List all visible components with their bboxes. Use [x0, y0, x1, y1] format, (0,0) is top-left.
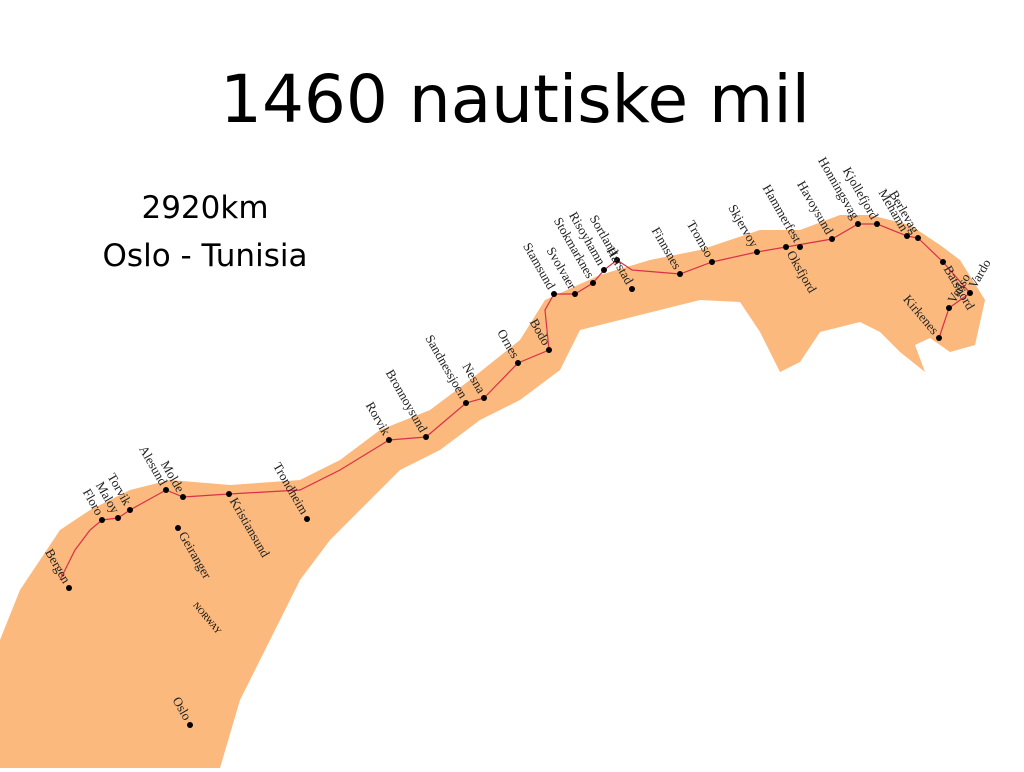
port-dot: [601, 267, 607, 273]
port-dot: [967, 290, 973, 296]
port-dot: [304, 516, 310, 522]
port-dot: [115, 515, 121, 521]
port-dot: [99, 517, 105, 523]
port-dot: [709, 259, 715, 265]
port-dot: [590, 280, 596, 286]
norway-land: [0, 215, 985, 768]
port-dot: [797, 244, 803, 250]
port-dot: [481, 395, 487, 401]
port-dot: [127, 507, 133, 513]
port-dot: [946, 305, 952, 311]
port-dot: [855, 221, 861, 227]
port-dot: [915, 235, 921, 241]
port-dot: [163, 487, 169, 493]
subtitle: 2920km: [141, 190, 268, 226]
port-dot: [874, 221, 880, 227]
port-dot: [546, 347, 552, 353]
port-dot: [614, 257, 620, 263]
port-dot: [386, 437, 392, 443]
port-dot: [66, 585, 72, 591]
port-dot: [677, 271, 683, 277]
title: 1460 nautiske mil: [220, 61, 810, 138]
port-dot: [904, 233, 910, 239]
port-dot: [936, 335, 942, 341]
port-label: Rorvik: [363, 399, 394, 438]
port-dot: [463, 400, 469, 406]
port-dot: [226, 491, 232, 497]
subtitle: Oslo - Tunisia: [103, 238, 308, 274]
port-dot: [180, 494, 186, 500]
port-dot: [629, 286, 635, 292]
port-label: Vardo: [965, 256, 994, 290]
port-dot: [551, 291, 557, 297]
port-dot: [175, 525, 181, 531]
port-dot: [187, 722, 193, 728]
port-dot: [423, 434, 429, 440]
port-dot: [515, 360, 521, 366]
port-dot: [783, 244, 789, 250]
port-dot: [754, 249, 760, 255]
port-dot: [572, 291, 578, 297]
port-dot: [829, 236, 835, 242]
port-dot: [940, 259, 946, 265]
